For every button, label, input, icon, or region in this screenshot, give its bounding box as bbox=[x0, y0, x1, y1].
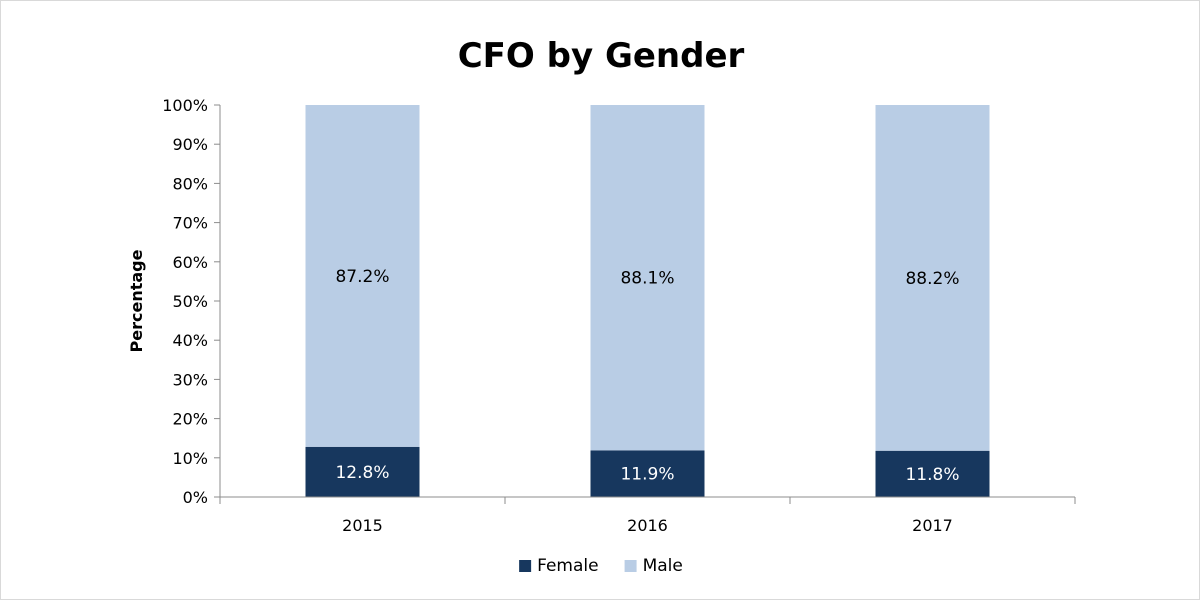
data-label-female-2016: 11.9% bbox=[620, 465, 674, 485]
data-label-male-2017: 88.2% bbox=[905, 269, 959, 289]
bar-female-2015 bbox=[305, 446, 420, 497]
legend-label-female: Female bbox=[537, 556, 598, 576]
data-label-female-2015: 12.8% bbox=[335, 463, 389, 483]
x-tick-label: 2017 bbox=[912, 516, 953, 535]
bars-group: 12.8% 87.2% 11.9% 88.1% 11.8% 88.2% bbox=[305, 105, 990, 497]
legend-swatch-male bbox=[624, 560, 637, 572]
data-label-female-2017: 11.8% bbox=[905, 465, 959, 485]
y-tick-label: 20% bbox=[172, 410, 208, 429]
bar-female-2017 bbox=[875, 450, 990, 497]
y-tick-label: 90% bbox=[172, 135, 208, 154]
bar-male-2015 bbox=[305, 105, 420, 447]
bar-female-2016 bbox=[590, 450, 705, 497]
x-axis: 2015 2016 2017 bbox=[219, 496, 1076, 535]
y-tick-label: 70% bbox=[172, 214, 208, 233]
bar-male-2017 bbox=[875, 105, 990, 451]
data-label-male-2016: 88.1% bbox=[620, 269, 674, 289]
y-tick-label: 30% bbox=[172, 370, 208, 389]
y-axis: 0% 10% 20% 30% 40% 50% 60% 70% 80% 90% 100% bbox=[162, 96, 221, 507]
data-label-male-2015: 87.2% bbox=[335, 267, 389, 287]
x-tick-label: 2016 bbox=[627, 516, 668, 535]
x-tick-label: 2015 bbox=[342, 516, 383, 535]
y-axis-label: Percentage bbox=[127, 249, 146, 352]
y-tick-label: 80% bbox=[172, 174, 208, 193]
chart-title: CFO by Gender bbox=[458, 36, 745, 76]
legend: Female Male bbox=[519, 556, 683, 576]
legend-swatch-female bbox=[519, 560, 532, 572]
y-tick-label: 40% bbox=[172, 331, 208, 350]
legend-label-male: Male bbox=[643, 556, 683, 576]
y-tick-label: 60% bbox=[172, 253, 208, 272]
y-tick-label: 100% bbox=[162, 96, 208, 115]
y-tick-label: 10% bbox=[172, 449, 208, 468]
y-tick-label: 50% bbox=[172, 292, 208, 311]
bar-male-2016 bbox=[590, 105, 705, 451]
y-tick-label: 0% bbox=[183, 488, 208, 507]
